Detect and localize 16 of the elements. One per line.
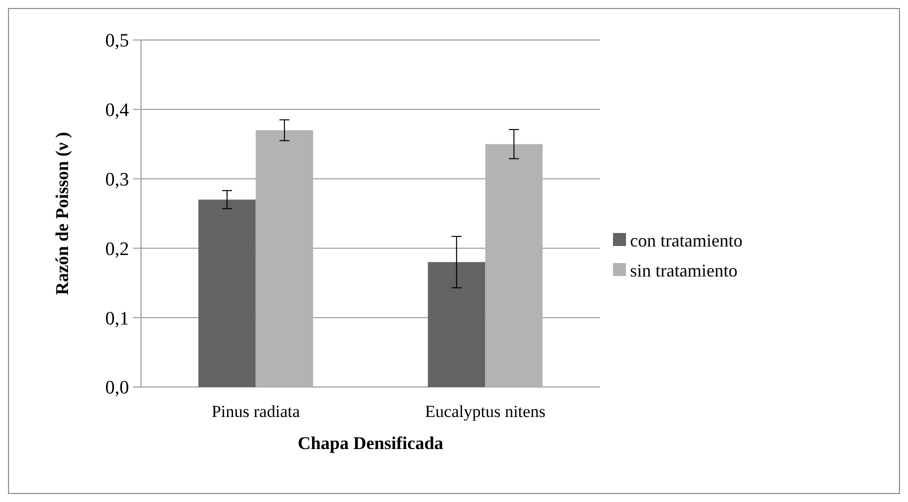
bar bbox=[256, 130, 314, 387]
y-tick-label: 0,2 bbox=[105, 238, 129, 260]
x-tick-label: Eucalyptus nitens bbox=[425, 402, 546, 421]
y-tick-label: 0,4 bbox=[105, 100, 130, 122]
legend-label: con tratamiento bbox=[630, 230, 742, 250]
x-axis-title: Chapa Densificada bbox=[298, 433, 444, 453]
y-tick-label: 0,0 bbox=[105, 378, 129, 399]
y-tick-label: 0,5 bbox=[105, 30, 129, 52]
bar bbox=[198, 200, 256, 387]
bar bbox=[428, 262, 486, 387]
x-tick-label: Pinus radiata bbox=[212, 402, 300, 421]
y-tick-label: 0,3 bbox=[105, 169, 129, 190]
y-axis-title: Razón de Poisson (ν ) bbox=[52, 132, 72, 296]
y-tick-label: 0,1 bbox=[105, 308, 129, 330]
legend-label: sin tratamiento bbox=[630, 260, 738, 280]
bar bbox=[485, 144, 543, 387]
